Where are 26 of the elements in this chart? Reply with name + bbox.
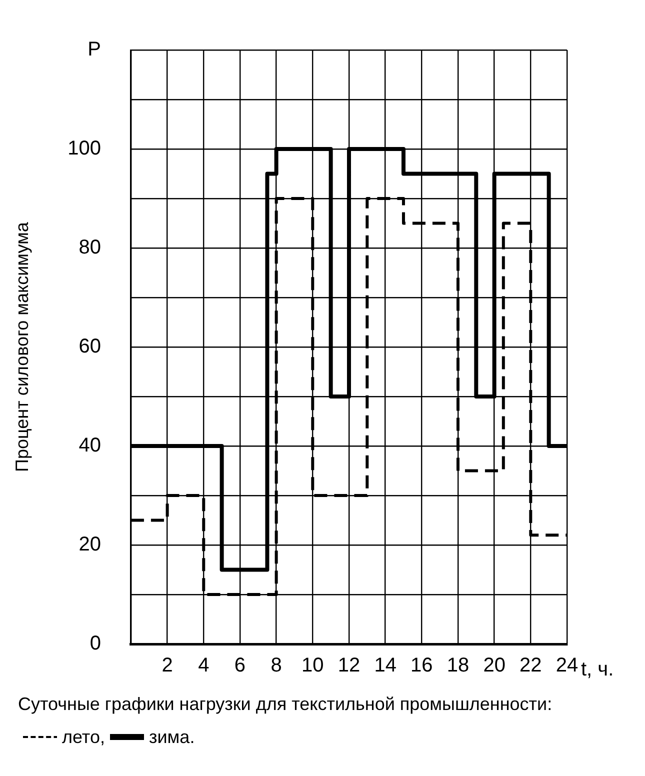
text: . <box>190 726 195 749</box>
x-tick-label: 6 <box>234 654 246 677</box>
y-tick-label: 100 <box>68 138 101 160</box>
x-tick-label: 12 <box>338 654 360 677</box>
y-tick-label: 40 <box>78 434 101 457</box>
text: Суточные графики нагрузки для текстильной промышленности: <box>18 694 552 714</box>
legend-label: лето <box>62 726 100 749</box>
x-tick-label: 4 <box>198 654 210 677</box>
y-axis-title: Процент силового максимума <box>12 221 32 472</box>
x-tick-label: 10 <box>302 654 324 677</box>
x-tick-label: 20 <box>483 654 506 677</box>
x-tick-label: 22 <box>520 654 542 677</box>
y-tick-label: 20 <box>78 534 101 556</box>
x-tick-label: 2 <box>162 654 173 677</box>
y-tick-label: 80 <box>78 236 101 259</box>
legend-label: зима <box>148 726 190 749</box>
y-tick-label: P <box>88 38 101 61</box>
text: , <box>100 726 105 749</box>
x-tick-label: 8 <box>270 654 282 677</box>
y-tick-label: 0 <box>90 632 101 655</box>
y-tick-label: 60 <box>78 336 101 358</box>
x-tick-label: 24 <box>556 654 578 677</box>
x-tick-label: 16 <box>410 654 433 677</box>
x-tick-label: 18 <box>446 654 470 677</box>
x-axis-title: t, ч. <box>581 658 614 681</box>
x-tick-label: 14 <box>374 654 396 677</box>
